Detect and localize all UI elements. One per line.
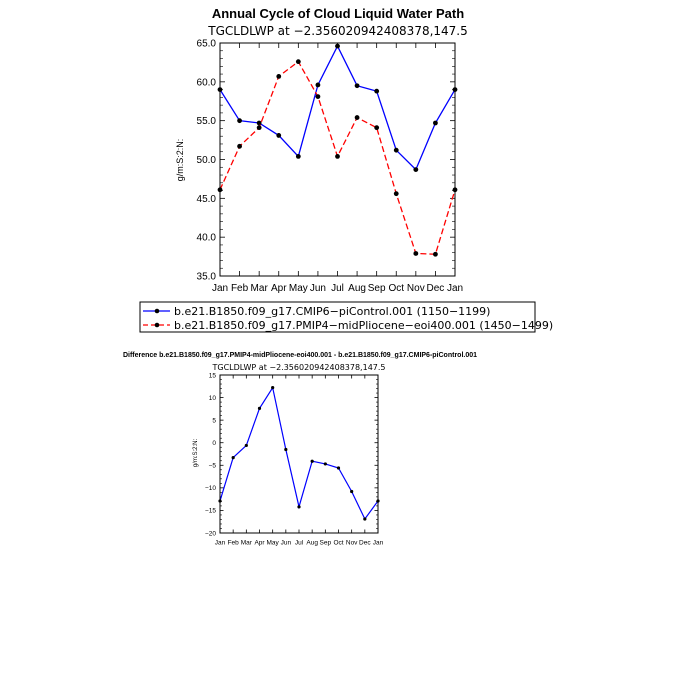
y-tick-label: 15 (209, 372, 217, 379)
chart2-series (218, 386, 380, 521)
data-point (413, 251, 419, 256)
data-point (310, 459, 314, 463)
y-tick-label: 5 (212, 417, 216, 424)
y-tick-label: 55.0 (197, 116, 217, 127)
chart2-frame (219, 374, 379, 534)
data-point (393, 191, 399, 197)
data-point (256, 125, 262, 131)
data-point (244, 443, 248, 448)
legend-label-picontrol: b.e21.B1850.f09_g17.CMIP6−piControl.001 … (174, 305, 490, 318)
data-point (374, 125, 380, 131)
x-tick-label: Oct (388, 283, 404, 294)
x-tick-label: Sep (368, 283, 386, 294)
chart2-ylabel: g/m:S:2:N: (193, 438, 199, 467)
data-point (284, 447, 288, 452)
y-tick-label: 10 (209, 395, 217, 402)
legend-marker-red (154, 322, 160, 328)
x-tick-label: Jan (215, 540, 226, 547)
data-point (393, 147, 399, 153)
data-point (315, 82, 321, 88)
x-tick-label: May (267, 540, 280, 547)
x-tick-label: Jun (281, 540, 292, 547)
y-tick-label: 45.0 (197, 194, 217, 205)
data-point (335, 153, 340, 159)
y-tick-label: −20 (205, 530, 216, 537)
chart1-title: Annual Cycle of Cloud Liquid Water Path (212, 6, 464, 21)
series-line-0 (219, 44, 456, 171)
x-tick-label: Jan (447, 283, 463, 294)
data-point (237, 118, 242, 124)
chart2-title: Difference b.e21.B1850.f09_g17.PMIP4-mid… (123, 352, 477, 359)
data-point (374, 88, 380, 94)
x-tick-label: Jun (310, 283, 326, 294)
data-point (323, 462, 327, 466)
x-tick-label: Aug (306, 540, 318, 547)
chart1-legend: b.e21.B1850.f09_g17.CMIP6−piControl.001 … (139, 301, 553, 333)
legend-box (139, 301, 536, 333)
y-tick-label: −10 (205, 485, 216, 492)
data-point (231, 456, 235, 460)
data-point (315, 94, 321, 99)
x-tick-label: Dec (359, 540, 371, 547)
data-point (433, 120, 438, 126)
x-tick-label: Apr (271, 283, 287, 294)
chart1-ylabel: g/m:S:2:N: (175, 139, 185, 182)
x-tick-label: Jul (331, 283, 344, 294)
legend-label-midpliocene: b.e21.B1850.f09_g17.PMIP4−midPliocene−eo… (174, 319, 553, 332)
data-point (336, 466, 341, 470)
data-point (354, 115, 360, 120)
x-tick-label: Aug (348, 283, 366, 294)
x-tick-label: Feb (228, 540, 240, 547)
x-tick-label: Nov (407, 283, 425, 294)
y-tick-label: 65.0 (197, 39, 217, 50)
x-tick-label: Nov (346, 540, 358, 547)
data-point (297, 505, 301, 509)
x-tick-label: Oct (333, 540, 343, 547)
y-tick-label: 0 (212, 440, 216, 447)
x-tick-label: Jan (212, 283, 228, 294)
data-point (276, 73, 282, 79)
chart2-subtitle: TGCLDLWP at −2.356020942408378,147.5 (212, 363, 386, 372)
data-point (271, 386, 275, 390)
data-point (350, 489, 354, 494)
x-tick-label: Feb (231, 283, 249, 294)
chart1-subtitle: TGCLDLWP at −2.356020942408378,147.5 (207, 24, 468, 38)
data-point (237, 143, 242, 149)
y-tick-label: 35.0 (197, 272, 217, 283)
x-tick-label: Dec (427, 283, 445, 294)
data-point (276, 133, 282, 138)
y-tick-label: 50.0 (197, 155, 217, 166)
x-tick-label: Sep (320, 540, 332, 547)
y-tick-label: 60.0 (197, 77, 217, 88)
chart1-series (217, 43, 458, 257)
legend-marker-blue (154, 308, 160, 314)
y-tick-label: 40.0 (197, 233, 217, 244)
data-point (433, 251, 438, 257)
x-tick-label: May (289, 283, 308, 294)
data-point (256, 120, 262, 126)
x-tick-label: Mar (251, 283, 269, 294)
y-tick-label: −5 (209, 463, 217, 470)
data-point (354, 83, 360, 89)
data-point (413, 167, 419, 172)
y-tick-label: −15 (205, 508, 216, 515)
data-point (295, 59, 301, 65)
x-tick-label: Jan (373, 540, 384, 547)
data-point (295, 153, 301, 159)
series-line-0 (219, 386, 379, 521)
x-tick-label: Jul (295, 540, 304, 547)
x-tick-label: Mar (241, 540, 253, 547)
data-point (257, 406, 262, 411)
data-point (363, 517, 367, 521)
data-point (335, 43, 340, 49)
chart1-frame (219, 42, 456, 277)
x-tick-label: Apr (254, 540, 265, 547)
